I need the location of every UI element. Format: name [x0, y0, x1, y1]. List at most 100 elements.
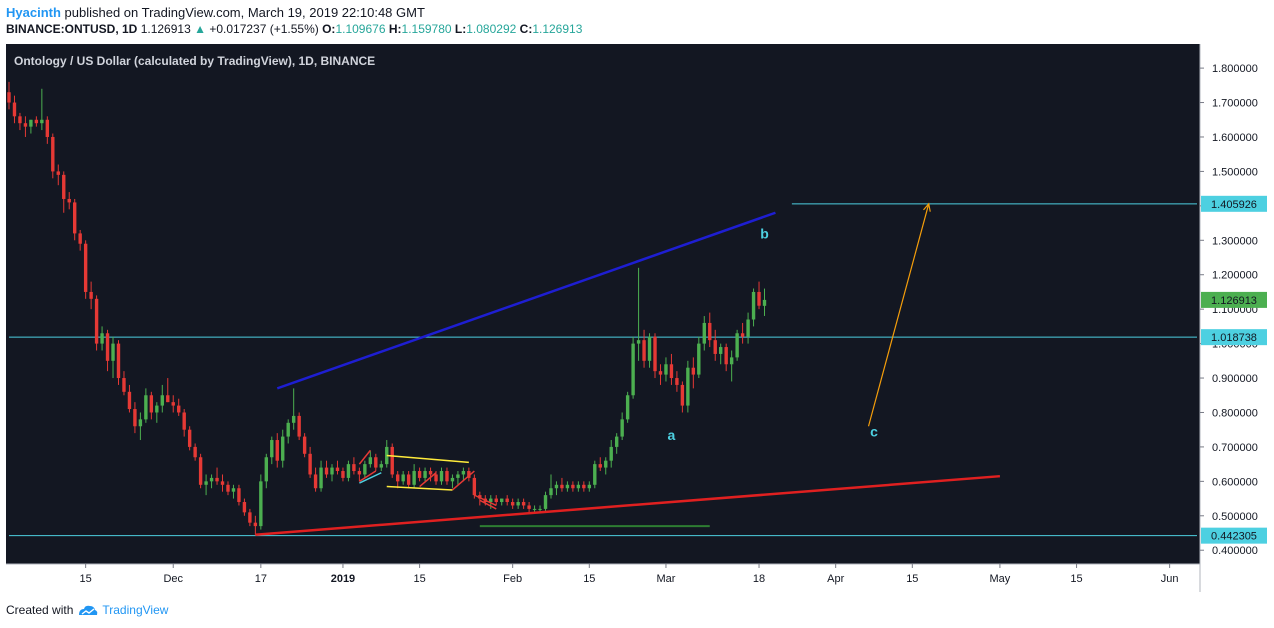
candle-body: [259, 481, 263, 527]
price-change: +0.017237 (+1.55%): [209, 22, 319, 36]
open-value: 1.109676: [335, 22, 386, 36]
cyan-flag-line: [359, 472, 382, 484]
candle-body: [291, 415, 296, 423]
candle-body: [669, 364, 674, 379]
red-flag-line: [451, 470, 475, 491]
candle-body: [494, 498, 498, 503]
y-tick-label: 0.700000: [1212, 442, 1258, 454]
tradingview-link[interactable]: TradingView: [77, 603, 168, 617]
candle-body: [604, 460, 608, 468]
close-value: 1.126913: [532, 22, 583, 36]
candle-body: [182, 412, 186, 430]
x-tick-label: 15: [1070, 573, 1082, 585]
candle-body: [308, 453, 312, 475]
candle-body: [467, 471, 471, 478]
candle-body: [489, 498, 493, 503]
trend-line-upper: [276, 211, 776, 390]
x-tick-label: Jun: [1161, 573, 1179, 585]
candle-body: [713, 340, 717, 354]
candle-body: [352, 464, 356, 472]
publish-info: Hyacinth published on TradingView.com, M…: [6, 5, 425, 20]
price-axis[interactable]: [1200, 44, 1268, 592]
candle-body: [642, 340, 646, 361]
time-axis[interactable]: [6, 564, 1200, 592]
candle-body: [319, 467, 323, 489]
candle-body: [729, 357, 734, 365]
horizontal-levels: [9, 203, 1197, 537]
x-tick-label: May: [990, 573, 1011, 585]
trend-line-lower: [255, 474, 1001, 536]
candle-body: [576, 484, 581, 489]
tradingview-brand: TradingView: [102, 603, 169, 617]
candle-body: [527, 505, 531, 509]
candle-body: [697, 343, 701, 375]
candle-body: [680, 384, 685, 406]
drawings: a b c: [255, 202, 1001, 536]
candle-body: [538, 508, 542, 510]
candle-body: [461, 471, 466, 475]
candle-body: [428, 471, 433, 475]
candle-body: [636, 340, 641, 344]
price-chart[interactable]: Ontology / US Dollar (calculated by Trad…: [6, 44, 1268, 592]
candle-body: [18, 116, 22, 124]
candle-body: [72, 202, 77, 234]
candle-body: [598, 464, 602, 468]
candle-body: [357, 471, 362, 475]
projection-arrow: [867, 203, 930, 427]
candle-body: [226, 484, 230, 492]
candle-body: [94, 298, 99, 344]
candle-body: [100, 333, 104, 344]
candle-body: [702, 322, 706, 344]
wave-label-a: a: [668, 427, 676, 443]
candle-body: [133, 409, 137, 427]
author-name[interactable]: Hyacinth: [6, 5, 61, 20]
candle-body: [582, 484, 586, 489]
y-tick-label: 0.600000: [1212, 476, 1258, 488]
candle-body: [620, 419, 624, 437]
yellow-channel-line: [386, 485, 453, 491]
red-flag-line: [358, 449, 371, 465]
up-arrow-icon: ▲: [194, 22, 206, 36]
price-badge: [1201, 195, 1267, 212]
open-label: O:: [322, 22, 336, 36]
x-tick-label: Mar: [656, 573, 675, 585]
y-tick-label: 1.300000: [1212, 235, 1258, 247]
close-label: C:: [519, 22, 533, 36]
chart-area[interactable]: Ontology / US Dollar (calculated by Trad…: [6, 44, 1268, 592]
candle-body: [45, 119, 50, 137]
candle-body: [406, 474, 411, 485]
y-tick-label: 1.700000: [1212, 98, 1258, 110]
candle-body: [231, 488, 236, 492]
candle-body: [78, 233, 82, 244]
candle-body: [281, 436, 285, 461]
candle-body: [374, 457, 378, 468]
yellow-channel-line: [386, 454, 469, 464]
candle-body: [12, 102, 17, 117]
candle-body: [341, 471, 345, 478]
wave-label-c: c: [870, 424, 878, 440]
y-tick-label: 0.900000: [1212, 373, 1258, 385]
candle-body: [149, 395, 154, 413]
candle-body: [177, 405, 181, 413]
candle-body: [220, 481, 225, 485]
candle-body: [450, 477, 455, 482]
price-badge-label: 0.442305: [1211, 531, 1257, 543]
low-label: L:: [454, 22, 467, 36]
y-axis-ticks: 1.8000001.7000001.6000001.5000001.400000…: [1200, 63, 1258, 557]
candle-body: [67, 198, 71, 203]
candle-body: [439, 471, 444, 482]
candle-body: [51, 136, 55, 172]
candle-body: [324, 467, 329, 475]
candle-body: [549, 488, 553, 496]
candle-body: [724, 347, 728, 365]
last-price: 1.126913: [140, 22, 191, 36]
y-tick-label: 0.800000: [1212, 407, 1258, 419]
candle-body: [521, 502, 526, 506]
candle-body: [587, 484, 592, 489]
x-tick-label: Feb: [503, 573, 522, 585]
candles: [7, 81, 767, 535]
candle-body: [83, 243, 88, 292]
candle-body: [516, 502, 520, 506]
candle-body: [209, 477, 214, 482]
ohlc-line: BINANCE:ONTUSD, 1D 1.126913 ▲ +0.017237 …: [6, 22, 582, 36]
